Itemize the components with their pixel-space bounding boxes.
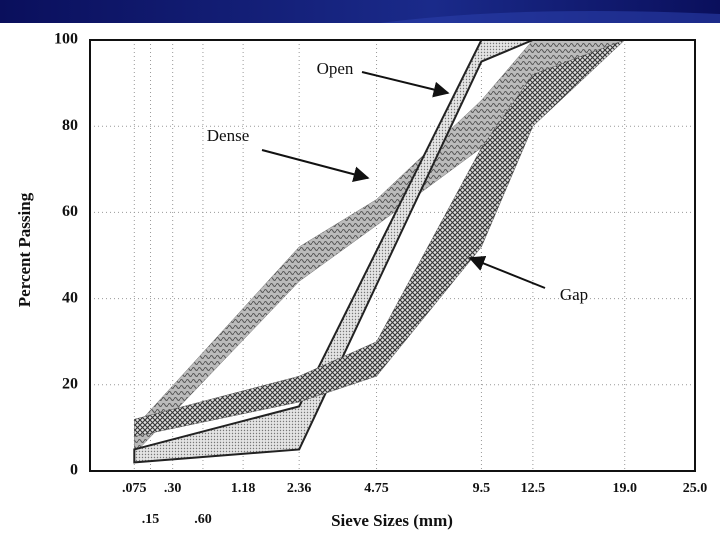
x-tick-label: .30 <box>164 481 182 496</box>
x-tick-label: .075 <box>122 481 147 496</box>
x-tick-label: .15 <box>142 512 160 527</box>
x-tick-label: 19.0 <box>612 481 637 496</box>
x-tick-label: 1.18 <box>231 481 256 496</box>
x-tick-label: .60 <box>194 512 212 527</box>
y-axis-title: Percent Passing <box>15 192 34 307</box>
x-tick-label: 12.5 <box>521 481 546 496</box>
y-tick-label: 40 <box>62 289 78 306</box>
label-arrow <box>261 149 370 183</box>
x-tick-label: 9.5 <box>473 481 491 496</box>
y-tick-label: 100 <box>54 31 78 48</box>
series-label: Open <box>317 59 354 78</box>
header-bar <box>0 0 720 23</box>
series-label: Gap <box>560 285 588 304</box>
plot-frame <box>89 39 696 472</box>
y-tick-label: 0 <box>70 462 78 479</box>
band-area <box>133 39 534 464</box>
x-tick-label: 25.0 <box>683 481 708 496</box>
series-label: Dense <box>207 126 249 145</box>
y-tick-label: 20 <box>62 375 78 392</box>
x-axis-title: Sieve Sizes (mm) <box>331 511 453 530</box>
y-tick-label: 80 <box>62 117 78 134</box>
band-area <box>134 39 625 437</box>
x-tick-label: 4.75 <box>364 481 389 496</box>
label-arrow <box>468 255 546 289</box>
y-tick-label: 60 <box>62 203 78 220</box>
x-tick-label: 2.36 <box>287 481 312 496</box>
label-arrow <box>361 71 450 98</box>
